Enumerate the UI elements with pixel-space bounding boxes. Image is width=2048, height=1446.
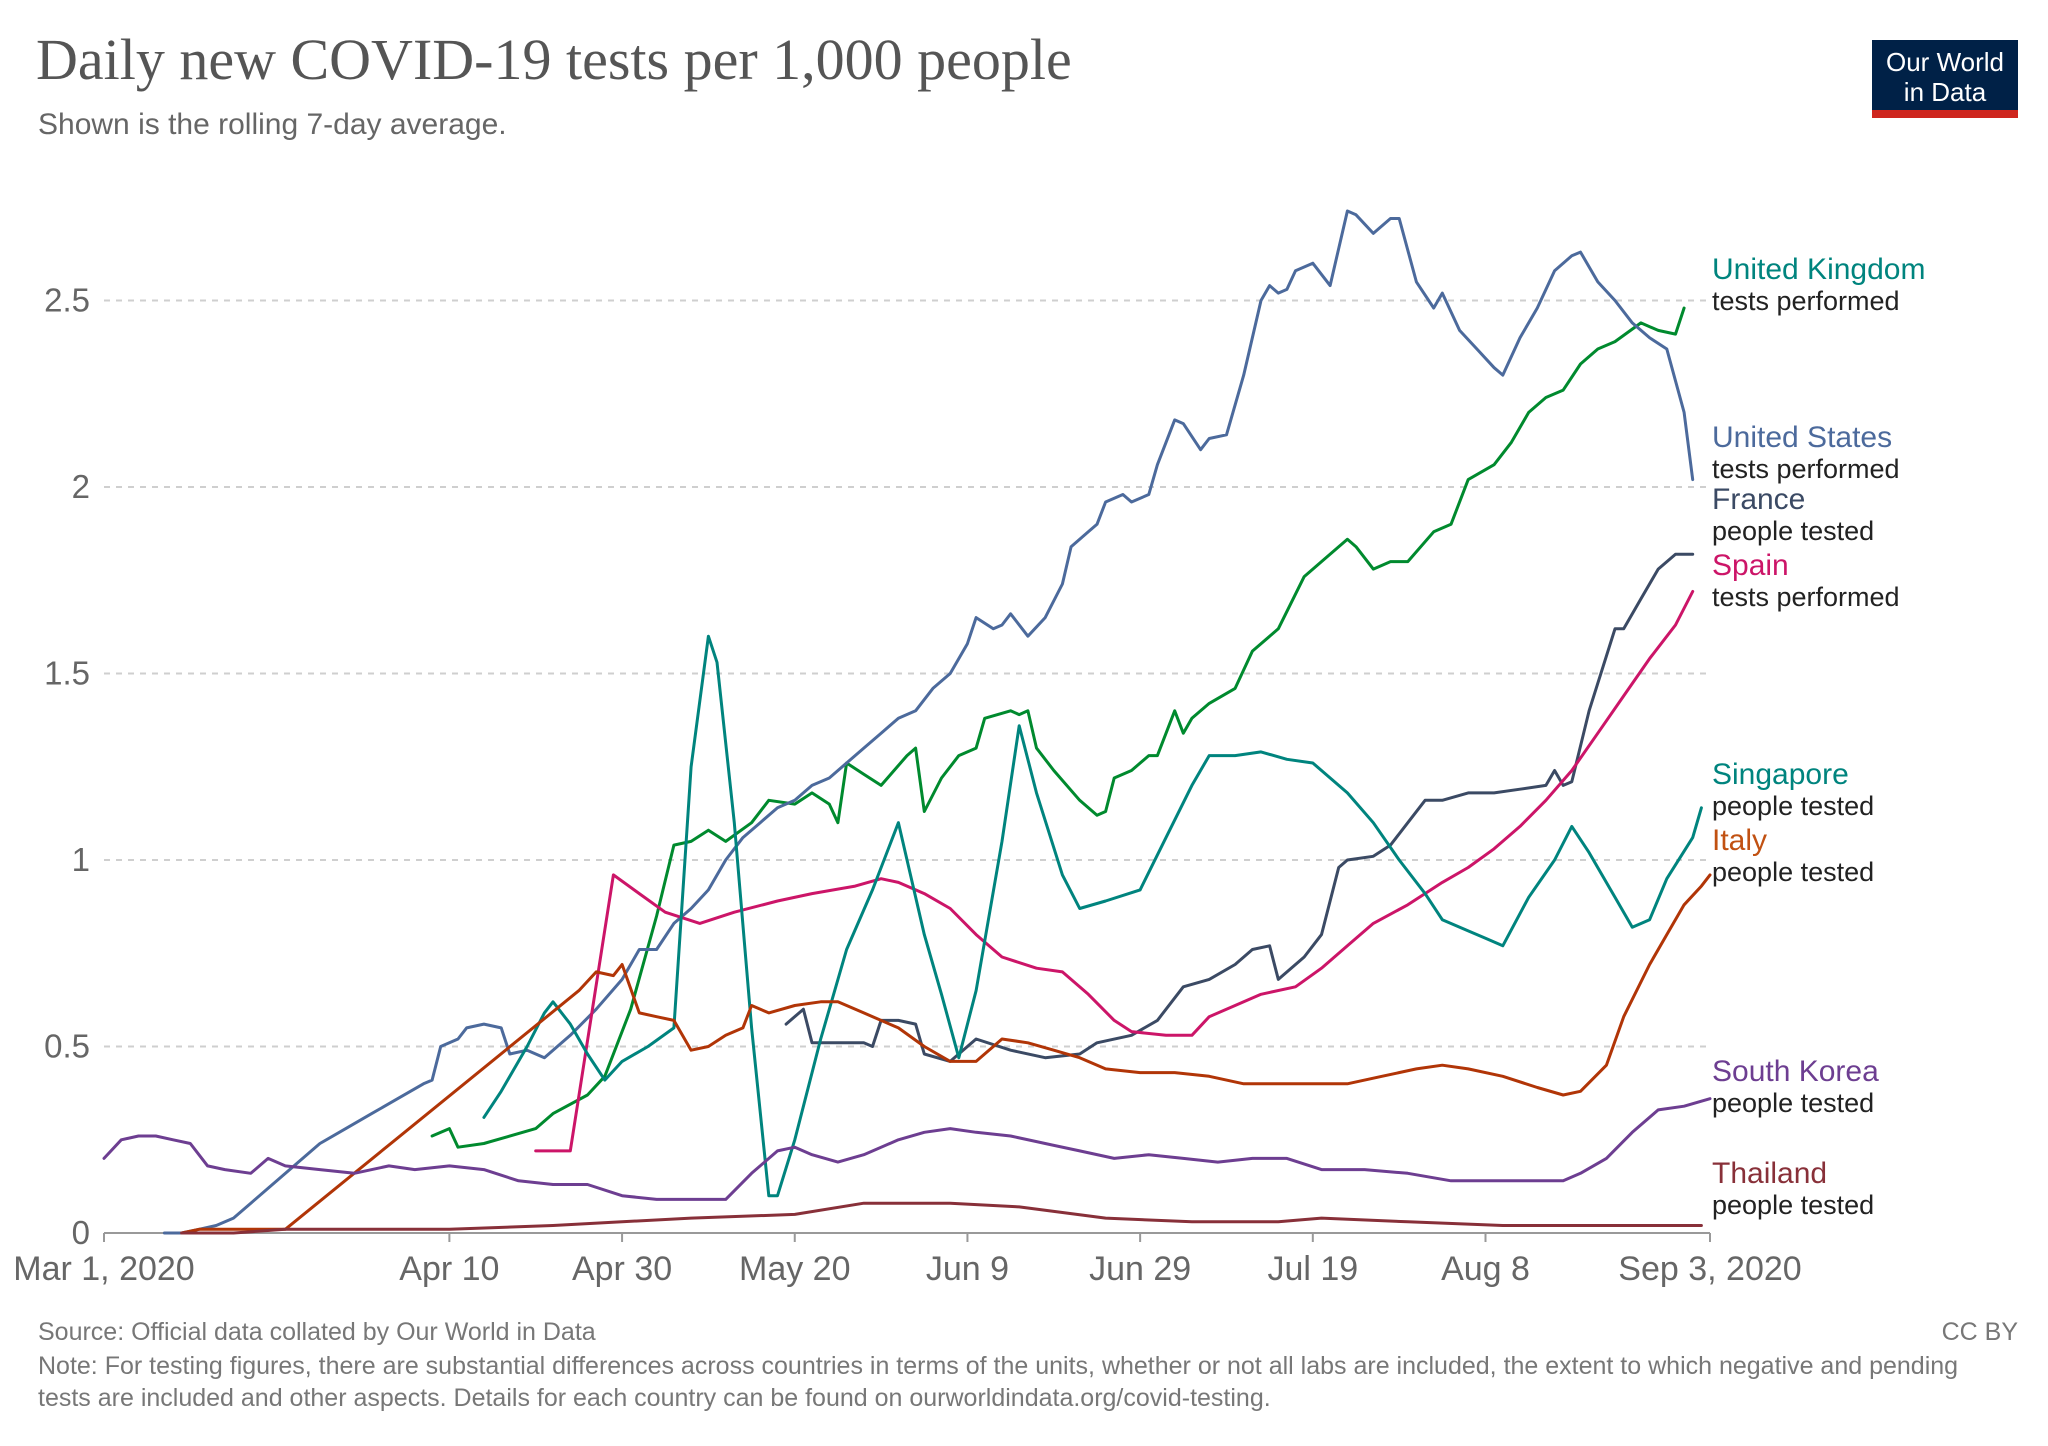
y-tick-label: 1.5 — [44, 655, 90, 692]
series-line-thailand — [180, 1201, 1703, 1235]
x-tick-label: May 20 — [739, 1250, 851, 1288]
series-sublabel-spain: tests performed — [1712, 582, 1900, 612]
x-tick-label: Apr 10 — [399, 1250, 499, 1288]
y-tick-label: 1 — [72, 841, 90, 878]
series-line-south-korea — [102, 1097, 1712, 1201]
series-line-singapore — [482, 634, 1703, 1198]
series-line-united-states — [162, 209, 1695, 1235]
y-tick-label: 2.5 — [44, 282, 90, 319]
series-sublabel-united-states: tests performed — [1712, 454, 1900, 484]
logo-line-1: Our World — [1886, 47, 2004, 77]
series-line-united-kingdom — [430, 306, 1686, 1149]
x-tick-label: Jun 9 — [926, 1250, 1009, 1288]
series-label-south-korea: South Korea — [1712, 1055, 1879, 1088]
x-tick-label: Apr 30 — [572, 1250, 672, 1288]
logo-line-2: in Data — [1903, 77, 1987, 107]
footnote: Note: For testing figures, there are sub… — [38, 1352, 1959, 1412]
y-tick-label: 0.5 — [44, 1028, 90, 1065]
source-note: Source: Official data collated by Our Wo… — [38, 1318, 596, 1346]
series-sublabel-thailand: people tested — [1712, 1190, 1874, 1220]
series-label-thailand: Thailand — [1712, 1157, 1827, 1190]
x-tick-label: Jun 29 — [1089, 1250, 1191, 1288]
series-label-united-states: United States — [1712, 421, 1892, 454]
y-axis-ticks: 0 0.5 1 1.5 2 2.5 — [44, 282, 90, 1251]
series-line-france — [784, 552, 1695, 1063]
x-tick-label: Jul 19 — [1267, 1250, 1358, 1288]
series-line-italy — [180, 873, 1712, 1235]
y-tick-label: 0 — [72, 1214, 90, 1251]
x-axis: Mar 1, 2020 Apr 10 Apr 30 May 20 Jun 9 Jun 29… — [13, 1232, 1802, 1288]
y-tick-label: 2 — [72, 468, 90, 505]
series-sublabel-italy: people tested — [1712, 857, 1874, 887]
grid-lines — [104, 299, 1710, 1048]
chart-title: Daily new COVID-19 tests per 1,000 peopl… — [36, 27, 1072, 92]
chart-subtitle: Shown is the rolling 7-day average. — [38, 108, 507, 141]
series-sublabel-united-kingdom: tests performed — [1712, 286, 1900, 316]
series-sublabel-france: people tested — [1712, 516, 1874, 546]
x-tick-label: Sep 3, 2020 — [1618, 1250, 1801, 1288]
series-sublabel-south-korea: people tested — [1712, 1088, 1874, 1118]
x-tick-label: Mar 1, 2020 — [13, 1250, 194, 1288]
series-label-france: France — [1712, 483, 1805, 516]
series-label-italy: Italy — [1712, 824, 1767, 857]
series-lines — [102, 209, 1712, 1235]
series-line-spain — [534, 590, 1695, 1153]
series-label-singapore: Singapore — [1712, 758, 1849, 791]
series-sublabel-singapore: people tested — [1712, 791, 1874, 821]
series-label-spain: Spain — [1712, 549, 1789, 582]
series-label-united-kingdom: United Kingdom — [1712, 253, 1925, 286]
owid-logo[interactable]: Our World in Data — [1872, 40, 2018, 118]
license-link[interactable]: CC BY — [1941, 1318, 2018, 1346]
x-tick-label: Aug 8 — [1441, 1250, 1530, 1288]
